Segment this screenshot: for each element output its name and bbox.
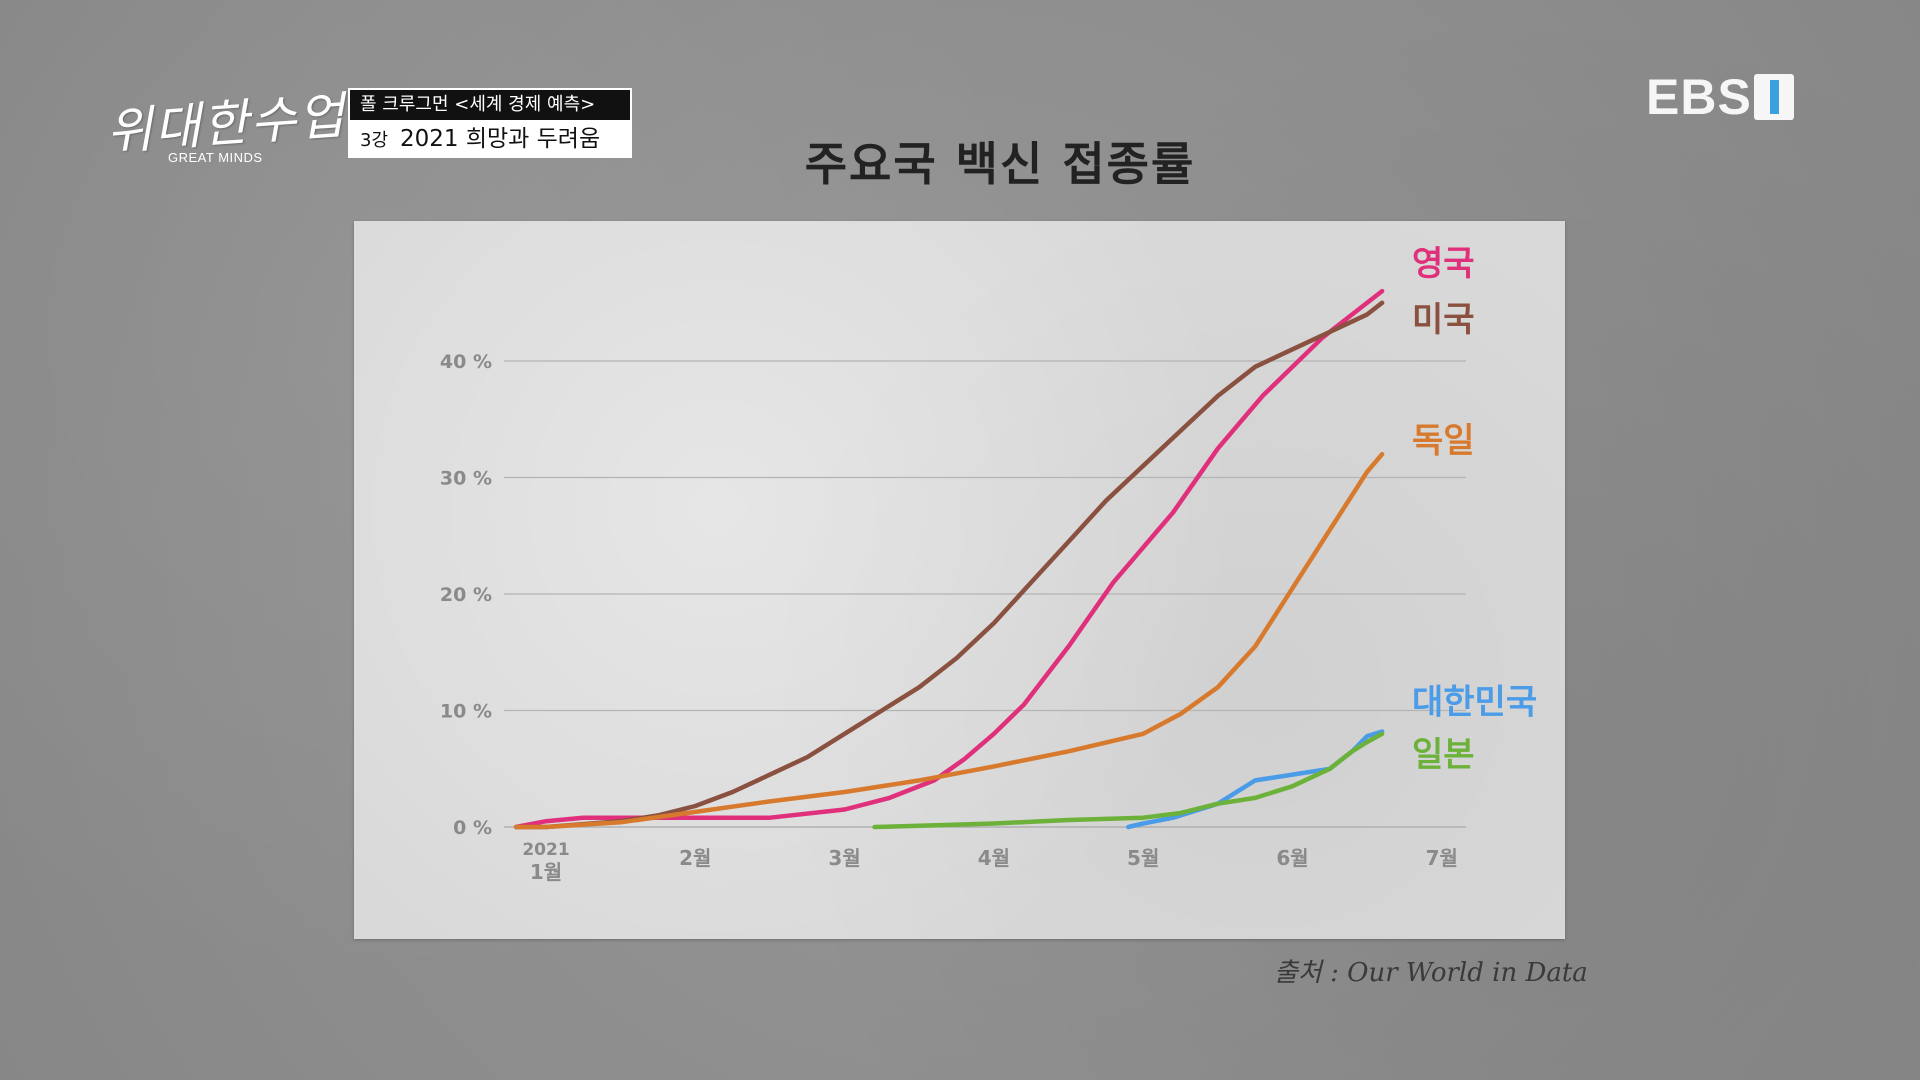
- series-line-3: [1126, 729, 1385, 830]
- x-tick-label: 5월: [1127, 846, 1159, 870]
- x-tick-label: 1월: [530, 860, 562, 884]
- x-tick-label: 3월: [828, 846, 860, 870]
- program-logo: 위대한수업 GREAT MINDS: [105, 84, 348, 170]
- series-label: 미국: [1412, 300, 1475, 340]
- series-label: 일본: [1412, 735, 1475, 775]
- episode-number: 3강: [360, 130, 389, 151]
- y-tick-label: 0 %: [453, 817, 492, 839]
- y-tick-label: 10 %: [440, 701, 492, 723]
- y-tick-label: 20 %: [440, 584, 492, 606]
- source-credit: 출처 : Our World in Data: [1274, 958, 1588, 988]
- y-tick-label: 30 %: [440, 468, 492, 490]
- series-label: 독일: [1412, 421, 1475, 461]
- series-line-2: [513, 451, 1385, 830]
- y-tick-label: 40 %: [440, 351, 492, 373]
- chart-title-text: 주요국 백신 접종률: [804, 137, 1196, 191]
- lecture-badge: 폴 크루그먼 <세계 경제 예측> 3강 2021 희망과 두려움: [348, 88, 632, 158]
- series-line-4: [872, 731, 1385, 830]
- x-tick-label: 4월: [978, 846, 1010, 870]
- chart-title: 주요국 백신 접종률: [0, 128, 1920, 194]
- x-tick-label: 7월: [1426, 846, 1458, 870]
- x-tick-year-label: 2021: [522, 840, 569, 860]
- episode-title-bar: 3강 2021 희망과 두려움: [348, 120, 632, 158]
- lecture-title: 폴 크루그먼 <세계 경제 예측>: [348, 88, 632, 120]
- channel-number-icon: [1754, 74, 1794, 120]
- series-label: 대한민국: [1412, 682, 1537, 722]
- channel-logo-text: EBS: [1646, 69, 1752, 125]
- series-line-1: [513, 300, 1385, 830]
- x-tick-label: 6월: [1276, 846, 1308, 870]
- channel-logo: EBS: [1646, 70, 1798, 124]
- series-label: 영국: [1412, 244, 1475, 284]
- episode-title: 2021 희망과 두려움: [400, 126, 601, 152]
- x-tick-label: 2월: [679, 846, 711, 870]
- program-logo-subtitle: GREAT MINDS: [168, 150, 263, 165]
